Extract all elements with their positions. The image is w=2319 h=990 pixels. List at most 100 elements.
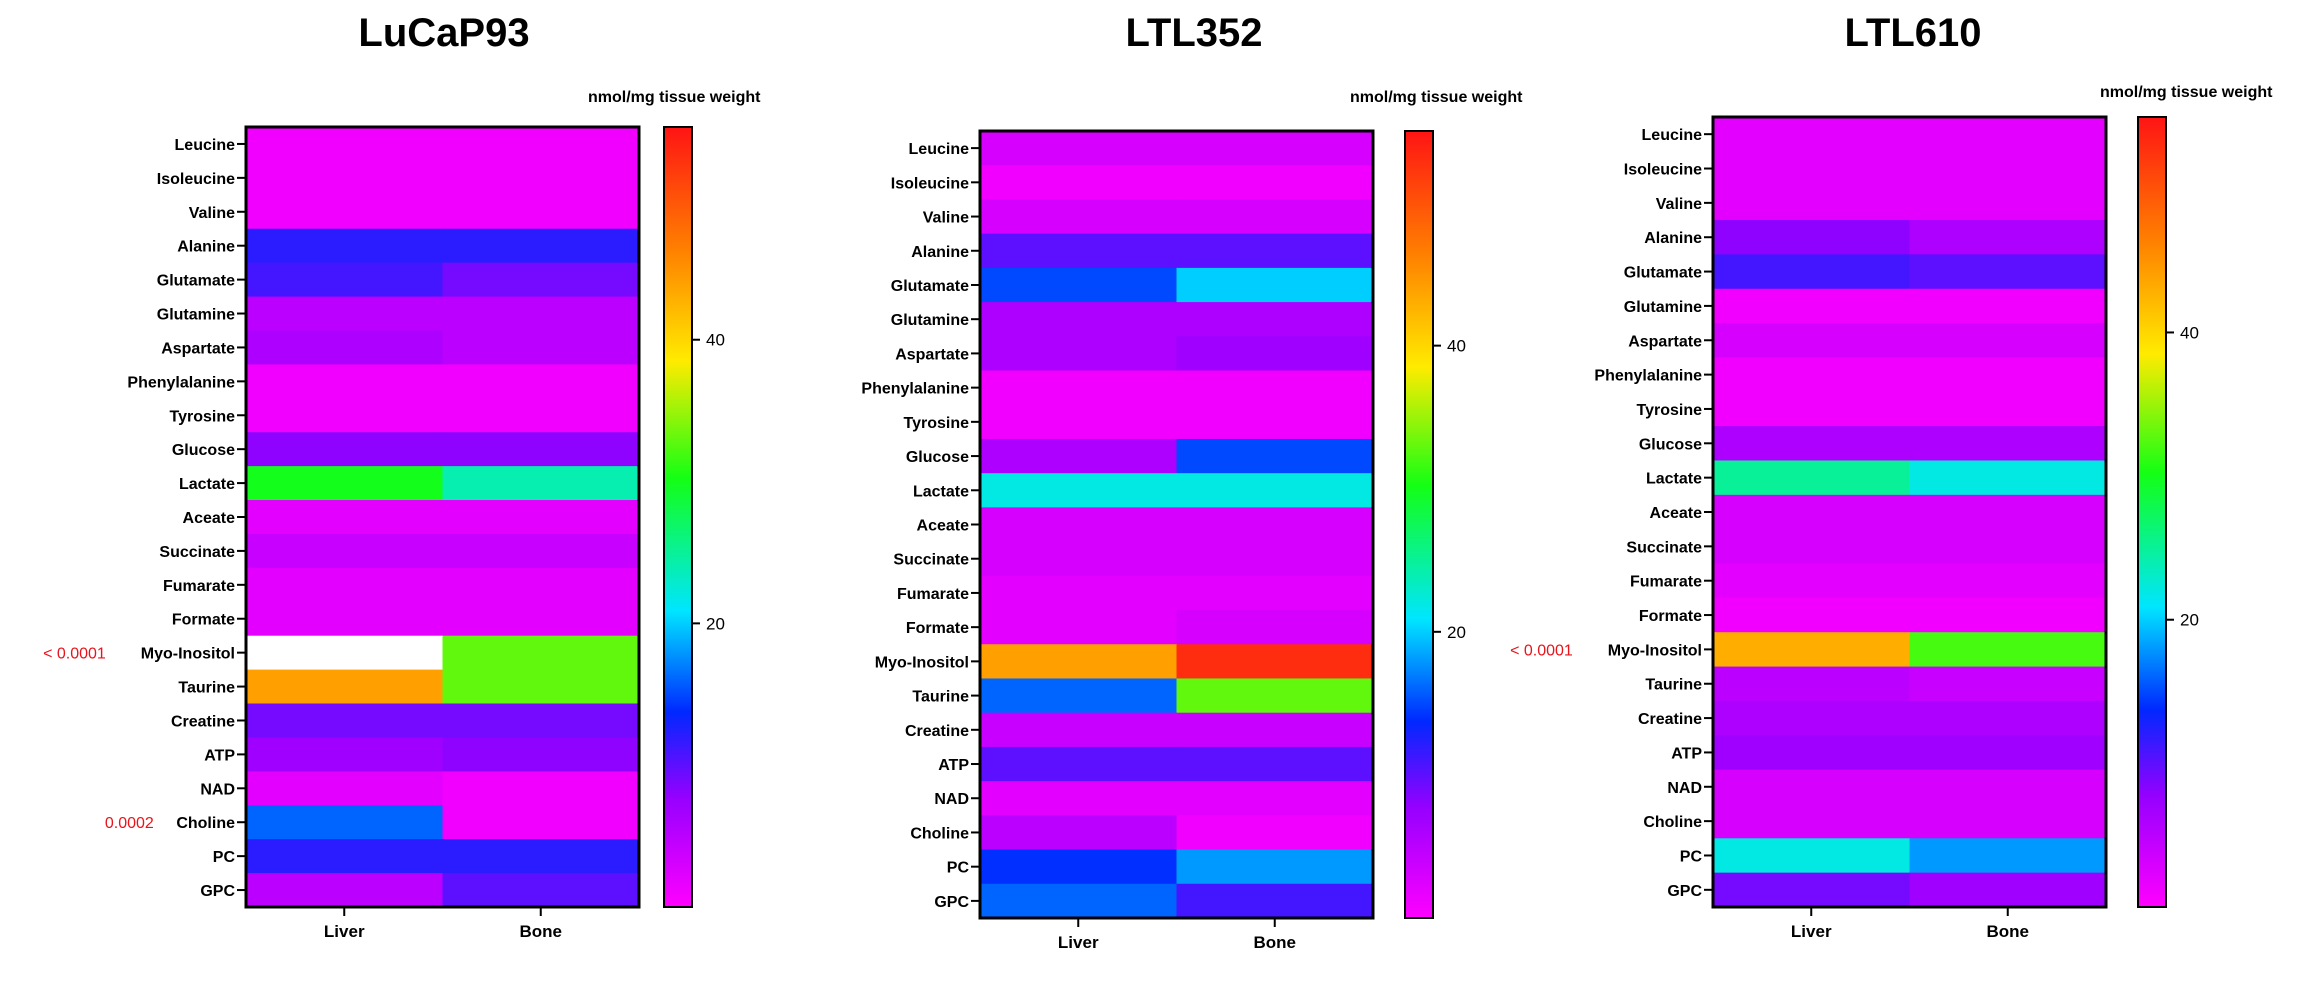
heatmap-cell bbox=[1713, 597, 1911, 633]
colorbar bbox=[663, 126, 693, 908]
row-label: Aspartate bbox=[895, 346, 969, 363]
row-label: Isoleucine bbox=[157, 171, 235, 188]
heatmap-cell bbox=[1176, 712, 1374, 748]
heatmap-cell bbox=[1909, 700, 2107, 736]
row-label: GPC bbox=[934, 894, 969, 911]
column-label: Bone bbox=[1987, 922, 2030, 941]
heatmap-cell bbox=[246, 805, 444, 840]
colorbar-tick-label: 20 bbox=[706, 614, 725, 633]
heatmap-cell bbox=[1713, 529, 1911, 565]
heatmap-cell bbox=[246, 296, 444, 332]
row-label: Alanine bbox=[177, 239, 235, 256]
heatmap-cell bbox=[980, 644, 1178, 680]
heatmap-cell bbox=[1176, 336, 1374, 372]
heatmap-cell bbox=[1176, 815, 1374, 851]
heatmap-cell bbox=[1909, 151, 2107, 187]
row-label: Leucine bbox=[175, 137, 236, 154]
heatmap-cell bbox=[442, 262, 640, 298]
heatmap-cell bbox=[980, 404, 1178, 440]
heatmap-cell bbox=[1176, 610, 1374, 645]
heatmap-cell bbox=[980, 165, 1178, 201]
heatmap-cell bbox=[1713, 563, 1911, 599]
heatmap-cell bbox=[1713, 185, 1911, 221]
heatmap-cell bbox=[442, 669, 640, 705]
heatmap-cell bbox=[1909, 803, 2107, 839]
heatmap-cell bbox=[442, 432, 640, 467]
heatmap-cell bbox=[1713, 666, 1911, 702]
heatmap-cell bbox=[1176, 644, 1374, 680]
row-label: Phenylalanine bbox=[127, 374, 235, 391]
row-label: Leucine bbox=[1642, 127, 1703, 144]
heatmap-cell bbox=[1909, 597, 2107, 633]
heatmap-cell bbox=[246, 839, 444, 874]
heatmap-cell bbox=[442, 228, 640, 264]
row-label: Choline bbox=[1643, 814, 1702, 831]
row-label: Lactate bbox=[179, 476, 235, 493]
row-label: Glutamine bbox=[1624, 299, 1702, 316]
heatmap-cell bbox=[442, 567, 640, 603]
row-label: Taurine bbox=[1645, 677, 1702, 694]
heatmap-cell bbox=[246, 669, 444, 705]
heatmap-cell bbox=[1713, 803, 1911, 839]
panel-title: LTL610 bbox=[1844, 11, 1981, 55]
heatmap-cell bbox=[1713, 151, 1911, 187]
row-label: Myo-Inositol bbox=[1608, 642, 1702, 659]
heatmap-cell bbox=[442, 805, 640, 840]
heatmap-cell bbox=[442, 127, 640, 162]
heatmap-cell bbox=[246, 330, 444, 365]
row-label: Succinate bbox=[1626, 539, 1702, 556]
heatmap-cell bbox=[1909, 872, 2107, 908]
heatmap-cell bbox=[1713, 872, 1911, 908]
heatmap-cell bbox=[980, 849, 1178, 885]
colorbar-label: nmol/mg tissue weight bbox=[1350, 89, 1523, 106]
heatmap-cell bbox=[442, 364, 640, 399]
row-label: Tyrosine bbox=[1637, 402, 1703, 419]
heatmap-cell bbox=[1176, 267, 1374, 303]
row-label: GPC bbox=[200, 883, 235, 900]
heatmap-cell bbox=[442, 330, 640, 365]
heatmap-cell bbox=[1176, 233, 1374, 269]
heatmap-cell bbox=[1176, 165, 1374, 201]
heatmap-cell bbox=[1176, 473, 1374, 508]
heatmap-cell bbox=[442, 160, 640, 196]
heatmap-cell bbox=[1176, 131, 1374, 166]
row-label: Phenylalanine bbox=[1594, 368, 1702, 385]
heatmap-cell bbox=[1176, 438, 1374, 474]
heatmap-panel: LTL352 Leucine Isoleucine Valine Alanine Glut… bbox=[861, 11, 1523, 952]
column-label: Bone bbox=[1254, 933, 1297, 952]
heatmap-cell bbox=[1176, 370, 1374, 406]
heatmap-cell bbox=[1713, 288, 1911, 324]
row-label: Myo-Inositol bbox=[141, 646, 235, 663]
heatmap-cell bbox=[1713, 769, 1911, 805]
row-label: Taurine bbox=[178, 680, 235, 697]
row-label: Leucine bbox=[909, 141, 970, 158]
heatmap-cell bbox=[1176, 404, 1374, 440]
column-label: Bone bbox=[520, 922, 563, 941]
heatmap-cell bbox=[1176, 849, 1374, 885]
row-label: Tyrosine bbox=[170, 408, 236, 425]
row-label: ATP bbox=[204, 747, 235, 764]
row-label: NAD bbox=[934, 791, 969, 808]
heatmap-cell bbox=[980, 815, 1178, 851]
heatmap-cell bbox=[980, 438, 1178, 474]
row-label: Glutamine bbox=[891, 312, 969, 329]
heatmap-cell bbox=[246, 228, 444, 264]
row-label: NAD bbox=[200, 781, 235, 798]
heatmap-cell bbox=[442, 194, 640, 230]
row-label: ATP bbox=[1671, 745, 1702, 762]
heatmap-cell bbox=[1909, 357, 2107, 393]
heatmap-cell bbox=[980, 883, 1178, 919]
heatmap-cell bbox=[442, 500, 640, 535]
heatmap-cell bbox=[1909, 769, 2107, 805]
row-label: Aceate bbox=[183, 510, 236, 527]
heatmap-cell bbox=[1713, 460, 1911, 496]
heatmap-cell bbox=[442, 398, 640, 433]
colorbar-tick-label: 40 bbox=[1447, 337, 1466, 356]
row-label: Formate bbox=[906, 620, 969, 637]
heatmap-cell bbox=[1713, 220, 1911, 255]
heatmap-cell bbox=[1713, 391, 1911, 427]
heatmap-cell bbox=[980, 610, 1178, 645]
row-label: Lactate bbox=[913, 483, 969, 500]
row-label: PC bbox=[1680, 848, 1703, 865]
heatmap-cell bbox=[1176, 507, 1374, 543]
